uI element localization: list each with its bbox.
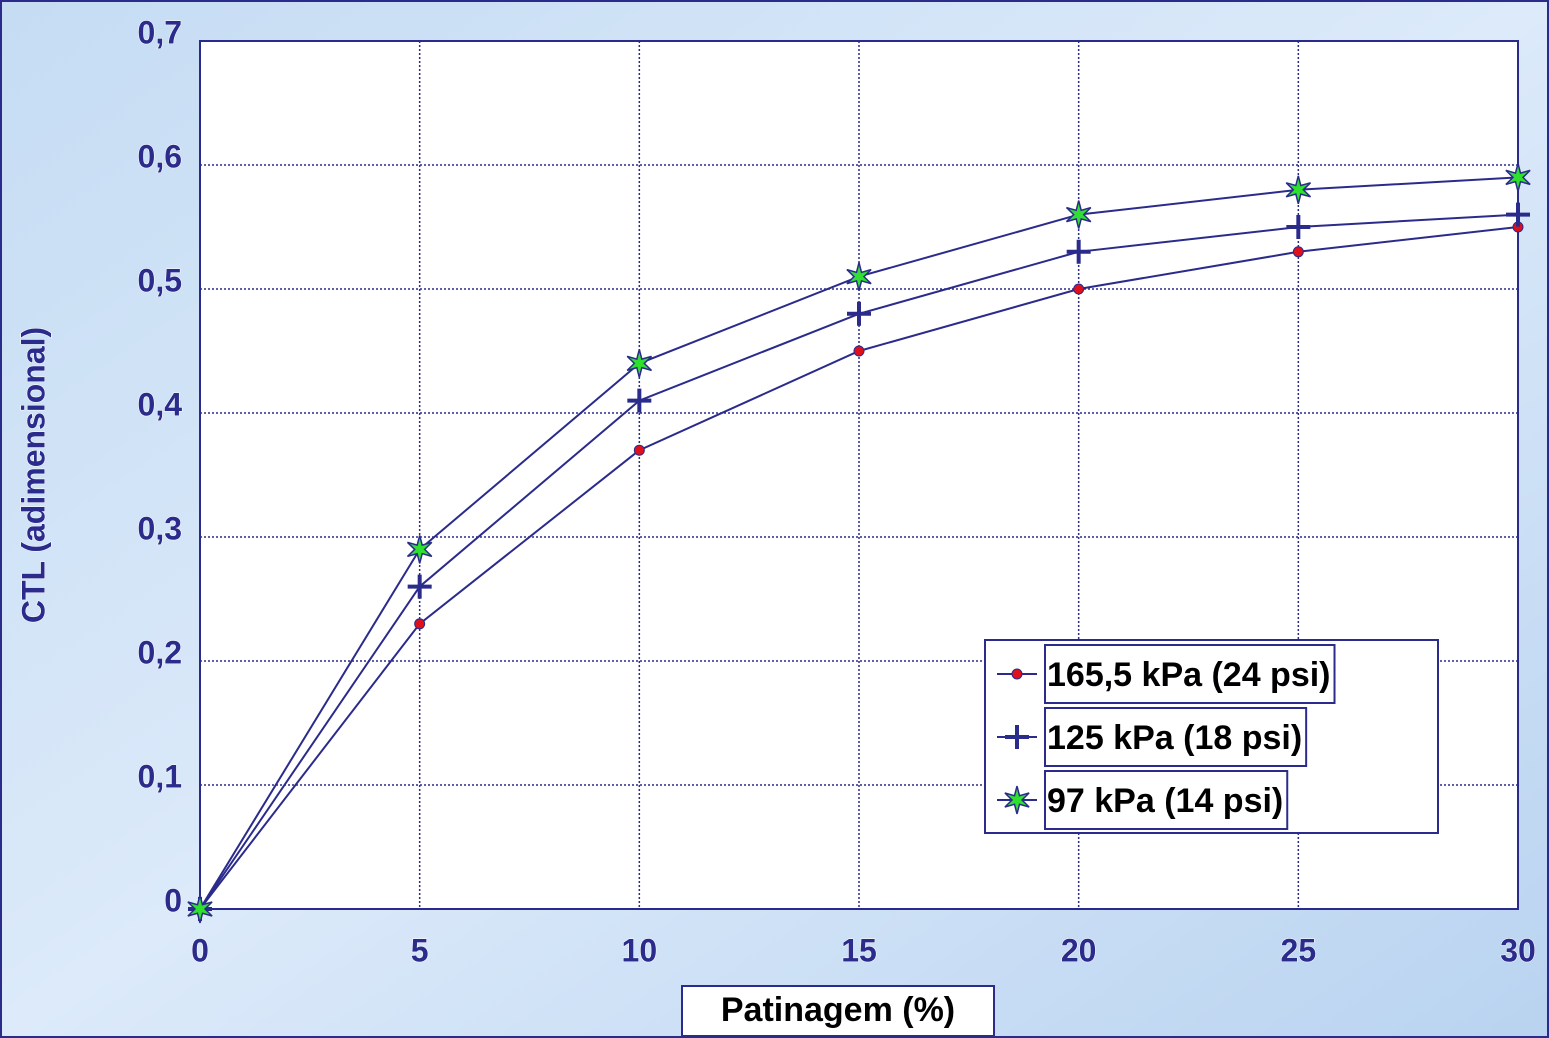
marker [414,618,426,630]
marker [846,262,872,291]
x-tick-label: 20 [1061,932,1097,968]
legend-label-box [1044,770,1289,830]
marker [1066,239,1091,264]
marker [1505,163,1531,192]
y-tick-label: 0,6 [138,138,182,174]
y-tick-label: 0,2 [138,634,182,670]
y-tick-label: 0,1 [138,758,182,794]
legend-label: 97 kPa (14 psi) [1047,782,1283,820]
marker [1065,200,1092,229]
x-tick-label: 25 [1281,932,1317,968]
x-tick-label: 15 [841,932,877,968]
x-tick-label: 30 [1500,932,1536,968]
marker [1285,175,1312,204]
y-axis-label: CTL (adimensional) [15,327,51,623]
marker [853,345,865,357]
marker [1286,215,1311,239]
legend-label-box [1044,644,1336,704]
marker [626,349,653,378]
marker [406,535,433,564]
marker [1073,283,1085,295]
legend-label: 125 kPa (18 psi) [1047,719,1302,757]
x-tick-label: 5 [411,932,429,968]
y-tick-label: 0 [164,882,182,918]
marker [633,444,645,456]
x-axis-label-box [681,985,995,1037]
legend-label: 165,5 kPa (24 psi) [1047,656,1331,694]
marker [187,894,213,924]
y-tick-label: 0,4 [138,386,183,422]
marker [847,301,871,326]
marker [1292,246,1304,258]
y-tick-label: 0,5 [138,262,182,298]
y-tick-label: 0,7 [138,14,182,50]
x-tick-label: 0 [191,932,209,968]
marker [1005,725,1029,749]
marker [1004,785,1030,815]
x-tick-label: 10 [622,932,658,968]
marker [627,388,652,413]
y-tick-label: 0,3 [138,510,182,546]
marker [1506,202,1530,227]
x-axis-label: Patinagem (%) [721,991,955,1029]
legend-label-box [1044,707,1308,767]
marker [1011,668,1023,680]
marker [407,574,432,599]
